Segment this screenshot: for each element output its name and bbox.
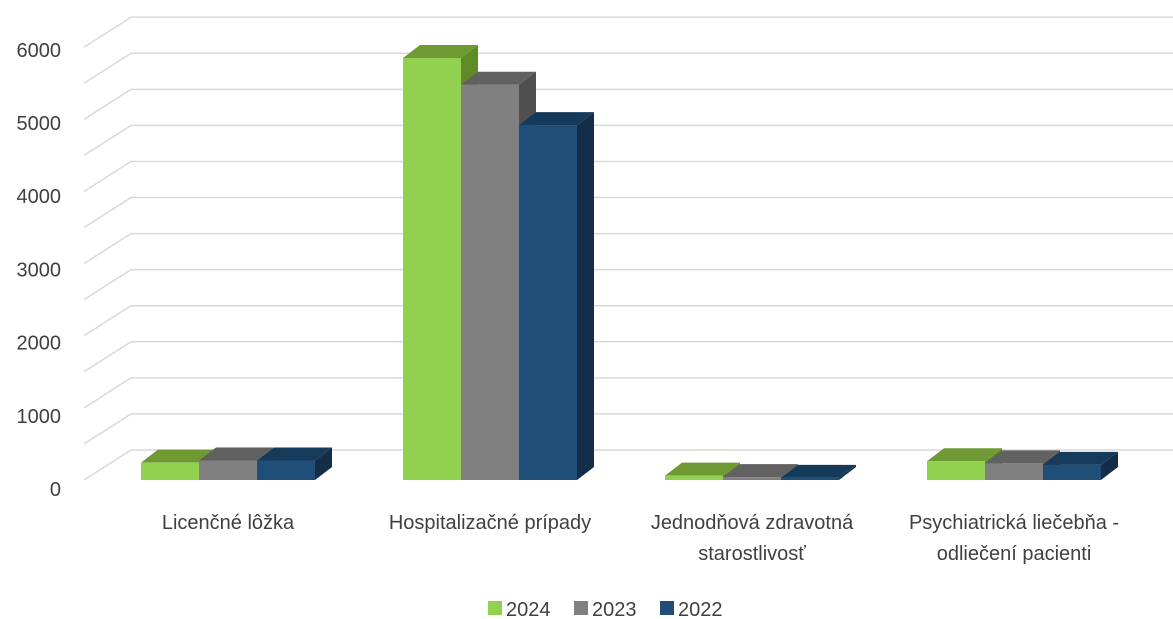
x-tick-label: odliečení pacienti <box>937 543 1092 565</box>
gridline <box>83 16 1173 48</box>
y-tick-label: 4000 <box>17 186 62 208</box>
legend-label: 2024 <box>506 599 551 619</box>
bar-side <box>577 112 594 480</box>
bar-top <box>519 112 594 126</box>
gridline <box>83 377 1173 409</box>
bar-top <box>141 449 216 463</box>
bar <box>1043 451 1118 480</box>
x-tick-label: Hospitalizačné prípady <box>389 512 591 534</box>
bars <box>141 45 1118 480</box>
bar-front <box>1043 464 1101 480</box>
x-tick-label: Jednodňová zdravotná <box>651 512 854 534</box>
gridlines <box>83 16 1173 481</box>
y-tick-label: 2000 <box>17 333 62 355</box>
x-tick-label: Psychiatrická liečebňa - <box>909 512 1119 534</box>
bar-front <box>199 460 257 480</box>
bar-front <box>141 462 199 480</box>
bar <box>781 464 856 480</box>
gridline <box>83 124 1173 157</box>
legend-label: 2023 <box>592 599 637 619</box>
bar-top <box>665 462 740 476</box>
gridline <box>83 196 1173 229</box>
legend-label: 2022 <box>678 599 723 619</box>
legend-item: 2024 <box>488 599 551 619</box>
y-tick-label: 3000 <box>17 259 62 281</box>
x-axis-ticks: Licenčné lôžka Hospitalizačné prípady Jedn… <box>162 512 1119 565</box>
bar-side <box>315 447 332 480</box>
gridline <box>83 232 1173 265</box>
legend-swatch <box>574 601 588 615</box>
bar-front <box>403 58 461 480</box>
y-axis-ticks: 0 1000 2000 3000 4000 5000 6000 <box>17 40 62 501</box>
gridline <box>83 449 1173 481</box>
y-tick-label: 0 <box>50 479 61 501</box>
legend-swatch <box>660 601 674 615</box>
bar-side <box>1101 451 1118 480</box>
bar-top <box>199 447 274 461</box>
gridline <box>83 341 1173 373</box>
bar-top <box>403 45 478 58</box>
bar-front <box>461 84 519 480</box>
x-tick-label: Licenčné lôžka <box>162 512 295 534</box>
bar-top <box>781 464 856 478</box>
bar-front <box>927 461 985 480</box>
bar-top <box>985 450 1060 464</box>
bar-top <box>927 448 1002 462</box>
bar-front <box>781 477 839 480</box>
bar-front <box>723 477 781 480</box>
y-tick-label: 5000 <box>17 113 62 135</box>
legend-swatch <box>488 601 502 615</box>
gridline <box>83 268 1173 301</box>
bar-side <box>839 464 856 480</box>
bar <box>519 112 594 480</box>
legend-item: 2023 <box>574 599 637 619</box>
bar <box>257 447 332 480</box>
gridline <box>83 88 1173 120</box>
bar-front <box>257 460 315 480</box>
y-tick-label: 6000 <box>17 40 62 62</box>
bar-front <box>519 125 577 480</box>
bar-top <box>257 447 332 461</box>
gridline <box>83 52 1173 84</box>
gridline <box>83 413 1173 445</box>
gridline <box>83 304 1173 337</box>
bar-top <box>461 71 536 85</box>
bar-top <box>723 464 798 478</box>
bar-front <box>665 475 723 480</box>
x-tick-label: starostlivosť <box>698 543 806 565</box>
legend-item: 2022 <box>660 599 723 619</box>
y-tick-label: 1000 <box>17 406 62 428</box>
bar-top <box>1043 451 1118 465</box>
legend: 2024 2023 2022 <box>488 599 723 619</box>
bar-front <box>985 463 1043 480</box>
gridline <box>83 160 1173 193</box>
